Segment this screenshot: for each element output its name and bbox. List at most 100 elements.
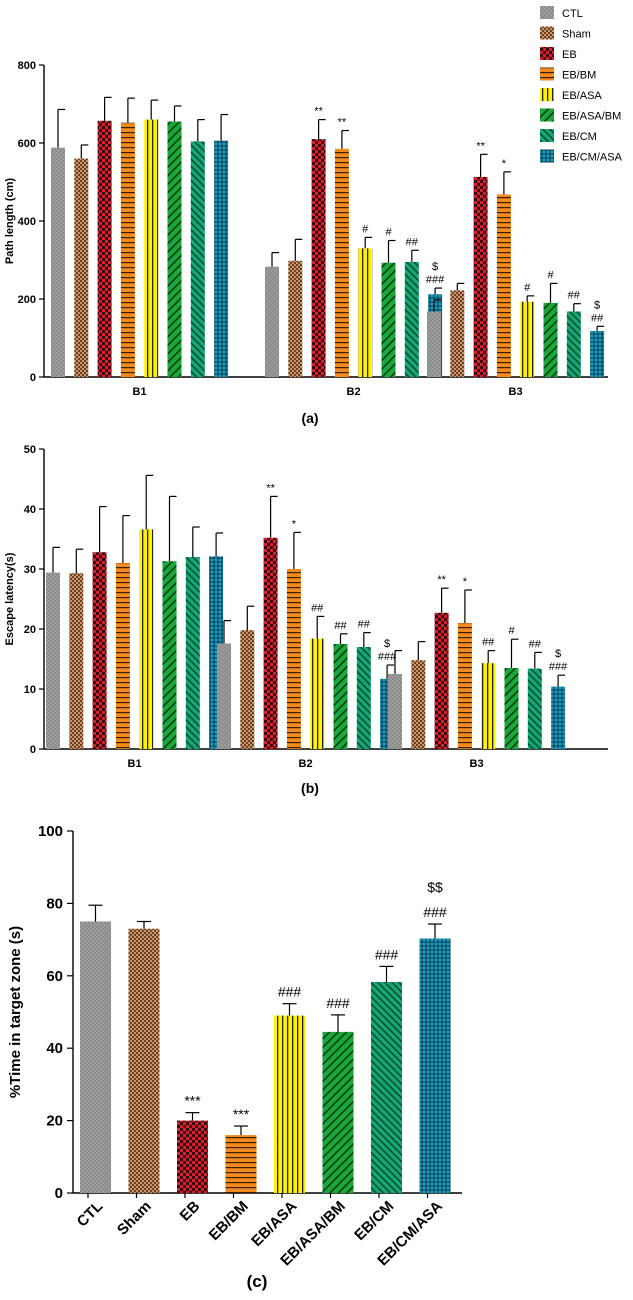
a-bar-b3-eb-asa xyxy=(520,301,535,377)
c-x-tick-eb-bm: EB/BM xyxy=(206,1198,252,1244)
b-bar-b1-eb xyxy=(92,552,107,749)
b-bar-b1-eb-asa xyxy=(139,529,154,749)
legend-label-eb-asa-bm: EB/ASA/BM xyxy=(562,111,621,123)
b-y-tick-label: 30 xyxy=(24,564,36,576)
b-bar-b3-eb-bm-annotation: * xyxy=(463,576,468,588)
b-bar-b3-eb xyxy=(434,612,449,749)
legend-swatch-eb-cm-asa xyxy=(540,149,554,163)
b-bar-b2-eb-cm-asa-annotation: $ xyxy=(384,638,390,650)
legend-swatch-eb-asa xyxy=(540,88,554,101)
a-bar-b3-eb-cm-asa xyxy=(590,330,605,377)
c-y-tick-label: 20 xyxy=(46,1113,63,1130)
a-x-tick-b3: B3 xyxy=(509,386,523,398)
b-bar-b2-eb xyxy=(263,537,278,749)
b-bar-b3-eb-cm xyxy=(527,668,542,749)
b-y-tick-label: 10 xyxy=(24,684,36,696)
panel-c-y-axis-label: %Time in target zone (s) xyxy=(7,926,24,1098)
b-bar-b3-eb-bm xyxy=(457,623,472,749)
a-bar-b1-eb-bm xyxy=(120,122,135,377)
c-bar-eb-cm-asa xyxy=(419,938,451,1193)
b-bar-b3-eb-cm-asa xyxy=(551,686,566,749)
a-bar-b3-eb-cm-asa-annotation: ## xyxy=(591,312,604,324)
c-x-tick-sham: Sham xyxy=(114,1198,155,1239)
a-bar-b2-eb-bm-annotation: ** xyxy=(338,117,347,129)
legend-label-eb: EB xyxy=(562,49,577,61)
b-bar-b2-eb-asa xyxy=(310,638,325,749)
a-bar-b1-eb-cm xyxy=(190,141,205,377)
c-bar-eb-cm-asa-annotation: ### xyxy=(423,904,447,920)
b-bar-b1-eb-asa-bm xyxy=(162,561,177,749)
a-bar-b2-eb-asa-bm xyxy=(381,262,396,377)
b-bar-b1-eb-bm xyxy=(115,563,130,749)
c-y-tick-label: 80 xyxy=(46,895,63,912)
b-bar-b3-eb-asa-bm-annotation: # xyxy=(508,625,515,637)
a-bar-b2-eb-bm xyxy=(334,148,349,377)
b-bar-b2-eb-asa-bm xyxy=(333,644,348,749)
a-bar-b3-ctl xyxy=(427,311,441,377)
a-bar-b1-eb-cm-asa xyxy=(214,140,229,377)
legend-swatch-sham xyxy=(540,26,554,40)
a-bar-b3-eb-asa-bm xyxy=(543,302,558,377)
b-bar-b3-eb-annotation: ** xyxy=(437,574,446,586)
a-x-tick-b2: B2 xyxy=(347,386,361,398)
a-bar-b3-sham xyxy=(450,290,465,377)
c-x-tick-eb: EB xyxy=(177,1198,204,1225)
panel-a-y-axis-label: Path length (cm) xyxy=(4,178,16,265)
a-bar-b3-eb xyxy=(473,176,488,377)
b-y-tick-label: 50 xyxy=(24,444,36,456)
a-x-tick-b1: B1 xyxy=(133,386,147,398)
b-bar-b2-eb-cm-asa-annotation: ### xyxy=(378,651,397,663)
b-bar-b3-eb-cm-asa-annotation: $ xyxy=(555,648,561,660)
c-bar-eb-cm-annotation: ### xyxy=(375,946,399,962)
c-bar-eb-cm-asa-annotation: $$ xyxy=(427,879,443,895)
c-bar-eb-annotation: *** xyxy=(184,1093,201,1109)
c-x-tick-ctl: CTL xyxy=(74,1198,107,1231)
a-bar-b2-eb-cm-annotation: ## xyxy=(406,236,419,248)
a-y-tick-label: 0 xyxy=(30,372,36,384)
a-bar-b2-eb-cm-asa-annotation: $ xyxy=(432,261,438,273)
b-bar-b2-eb-bm-annotation: * xyxy=(292,518,297,530)
a-bar-b1-eb-asa xyxy=(144,119,159,377)
b-bar-b3-eb-cm-annotation: ## xyxy=(529,638,542,650)
b-bar-b3-sham xyxy=(411,660,426,749)
legend-swatch-eb-cm xyxy=(540,129,554,142)
a-bar-b3-eb-asa-bm-annotation: # xyxy=(547,269,554,281)
a-y-tick-label: 200 xyxy=(18,294,36,306)
a-bar-b3-eb-asa-annotation: # xyxy=(524,282,531,294)
b-bar-b3-ctl xyxy=(388,674,402,749)
a-y-tick-label: 800 xyxy=(18,60,36,72)
b-bar-b2-eb-asa-annotation: ## xyxy=(311,602,324,614)
b-bar-b3-eb-asa-annotation: ## xyxy=(482,637,495,649)
legend-label-eb-cm: EB/CM xyxy=(562,131,597,143)
c-bar-eb-bm xyxy=(225,1135,257,1193)
c-bar-ctl xyxy=(80,921,111,1193)
a-bar-b2-ctl xyxy=(265,266,279,377)
a-bar-b3-eb-cm-annotation: ## xyxy=(568,290,581,302)
legend-swatch-eb-asa-bm xyxy=(540,108,554,122)
c-y-tick-label: 0 xyxy=(55,1185,63,1202)
panel-c-time-in-target: 0 20 40 60 80 100 *** *** ### ### ### $$ ### CTL Sha… xyxy=(7,823,462,1291)
b-y-tick-label: 0 xyxy=(30,744,36,756)
legend-label-eb-cm-asa: EB/CM/ASA xyxy=(562,152,623,164)
b-y-tick-label: 20 xyxy=(24,624,36,636)
b-bar-b2-ctl xyxy=(217,643,231,749)
legend: CTL Sham EB EB/BM EB/ASA EB/ASA/BM EB/CM EB/CM/… xyxy=(540,6,623,164)
c-x-tick-eb-cm: EB/CM xyxy=(351,1198,397,1244)
a-bar-b2-eb-asa-annotation: # xyxy=(362,223,369,235)
a-bar-b3-eb-cm-asa-annotation: $ xyxy=(594,299,600,311)
b-x-tick-b3: B3 xyxy=(470,758,484,770)
a-bar-b1-eb xyxy=(97,120,112,378)
b-bar-b2-eb-cm-annotation: ## xyxy=(358,619,371,631)
b-bar-b2-eb-bm xyxy=(286,569,301,749)
c-bar-sham xyxy=(128,928,160,1193)
a-bar-b2-eb-annotation: ** xyxy=(314,106,323,118)
b-x-tick-b2: B2 xyxy=(299,758,313,770)
c-y-tick-label: 100 xyxy=(38,823,63,840)
c-bar-eb-bm-annotation: *** xyxy=(233,1106,250,1122)
a-bar-b3-eb-annotation: ** xyxy=(476,140,485,152)
legend-label-eb-asa: EB/ASA xyxy=(562,90,602,102)
legend-swatch-eb xyxy=(540,47,554,60)
b-bar-b2-sham xyxy=(240,630,255,749)
